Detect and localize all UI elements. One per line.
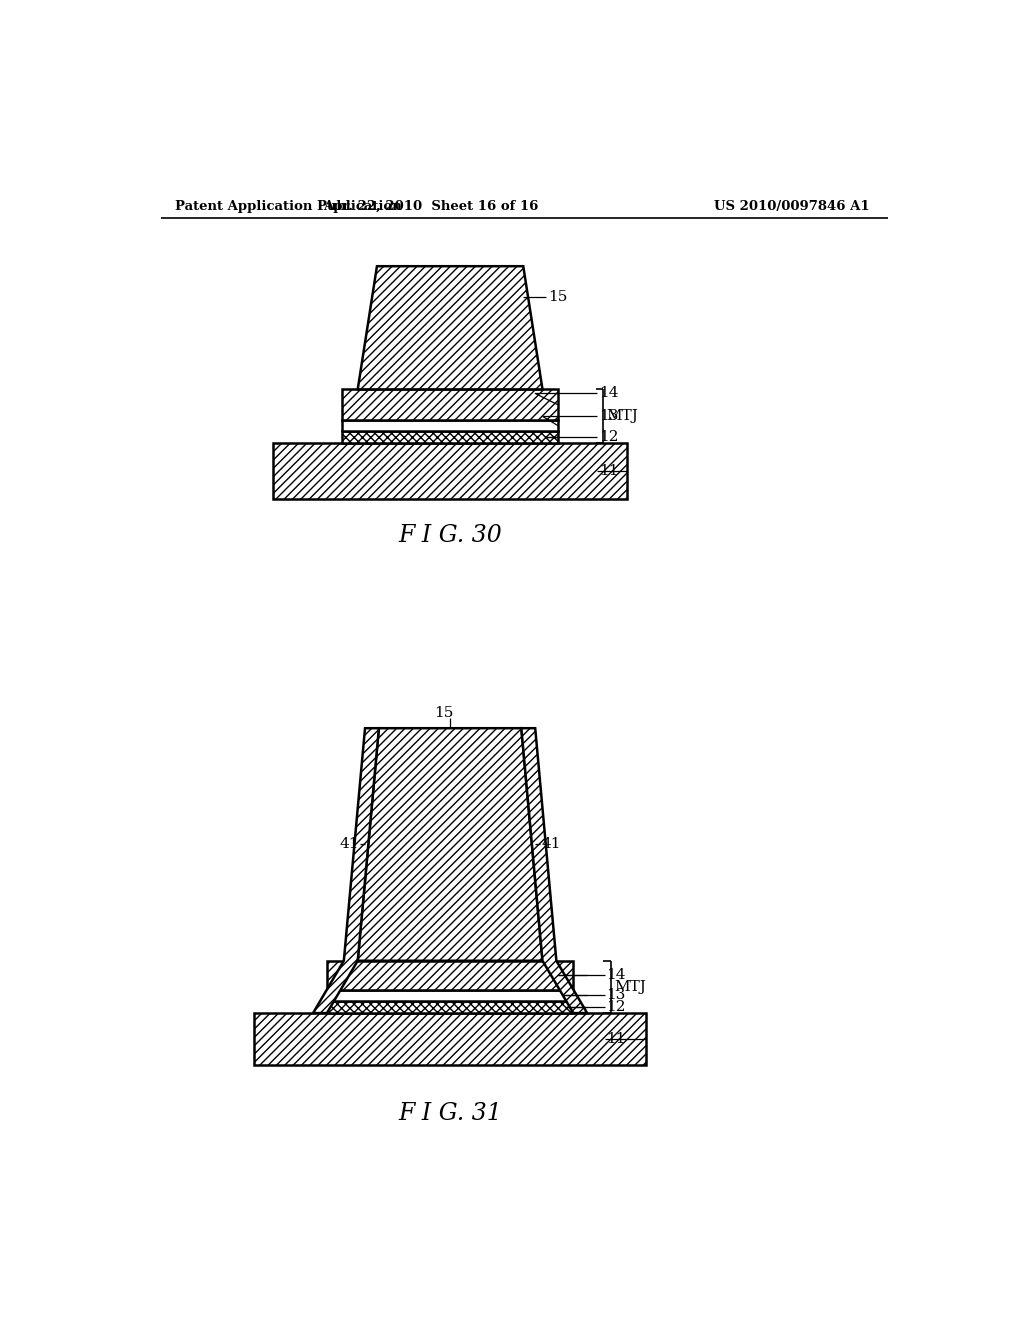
Polygon shape bbox=[313, 729, 379, 1014]
Text: 11: 11 bbox=[606, 1032, 626, 1047]
Bar bbox=[273, 444, 628, 499]
Polygon shape bbox=[357, 729, 543, 961]
Text: 15: 15 bbox=[434, 706, 454, 719]
Bar bbox=[327, 1001, 573, 1014]
Text: 15: 15 bbox=[548, 290, 567, 304]
Bar bbox=[342, 389, 558, 420]
Text: 12: 12 bbox=[606, 1001, 626, 1014]
Text: 13: 13 bbox=[606, 989, 626, 1002]
Text: 13: 13 bbox=[599, 409, 618, 424]
Polygon shape bbox=[357, 267, 543, 389]
Bar bbox=[342, 420, 558, 430]
Bar bbox=[254, 1014, 646, 1065]
Text: F I G. 30: F I G. 30 bbox=[398, 524, 502, 548]
Text: 12: 12 bbox=[599, 430, 618, 444]
Text: Apr. 22, 2010  Sheet 16 of 16: Apr. 22, 2010 Sheet 16 of 16 bbox=[324, 199, 539, 213]
Bar bbox=[327, 990, 573, 1001]
Text: 41: 41 bbox=[339, 837, 358, 851]
Text: US 2010/0097846 A1: US 2010/0097846 A1 bbox=[714, 199, 869, 213]
Text: Patent Application Publication: Patent Application Publication bbox=[175, 199, 402, 213]
Text: MTJ: MTJ bbox=[614, 979, 646, 994]
Bar bbox=[342, 430, 558, 444]
Polygon shape bbox=[521, 729, 587, 1014]
Text: 14: 14 bbox=[606, 969, 626, 982]
Text: 11: 11 bbox=[599, 465, 618, 478]
Text: 14: 14 bbox=[599, 387, 618, 400]
Text: MTJ: MTJ bbox=[606, 409, 638, 424]
Bar bbox=[327, 961, 573, 990]
Text: F I G. 31: F I G. 31 bbox=[398, 1102, 502, 1125]
Text: 41: 41 bbox=[542, 837, 561, 851]
